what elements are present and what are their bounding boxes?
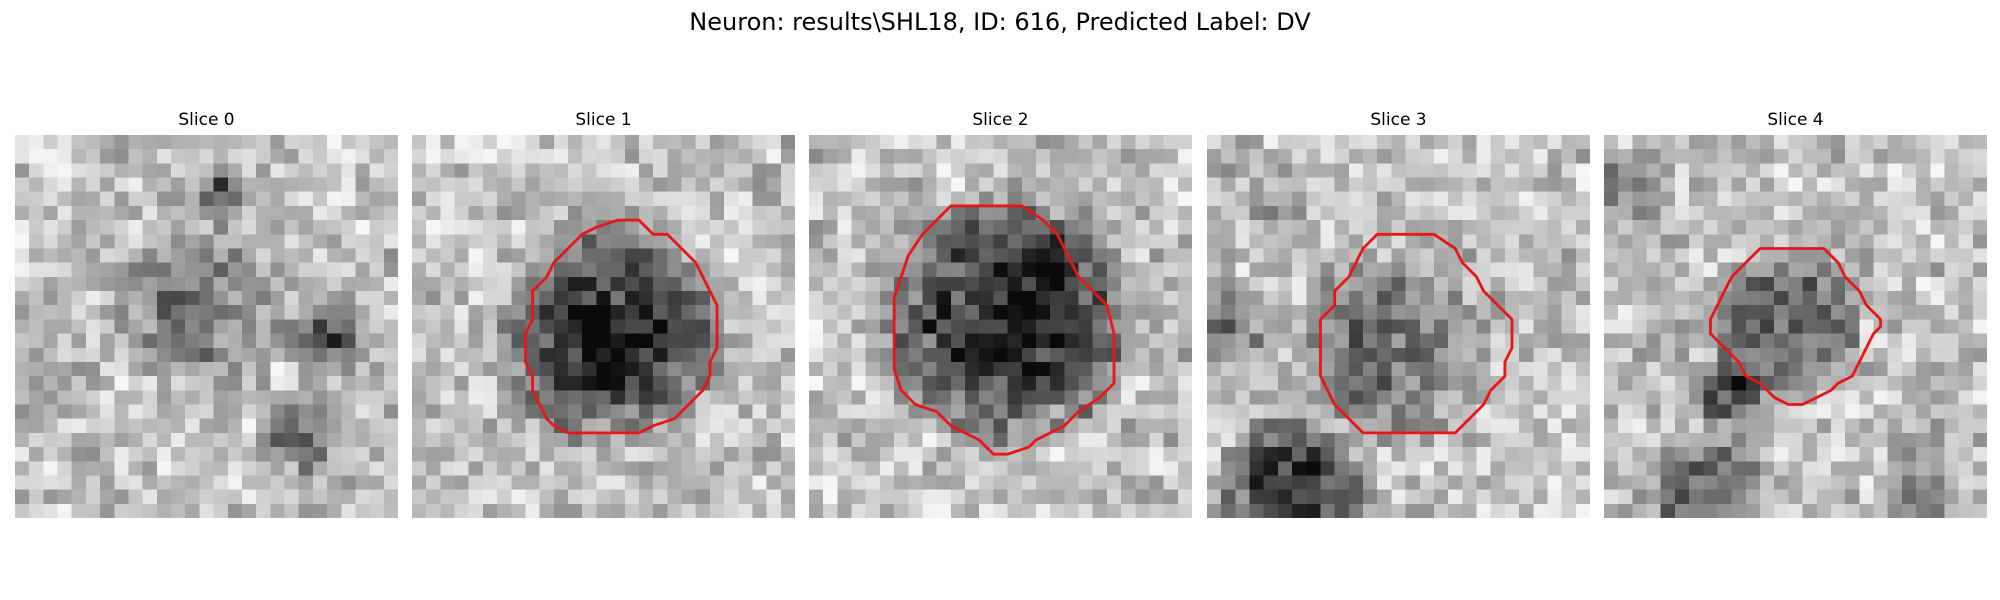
slice-1-title: Slice 1 <box>575 110 632 130</box>
slice-3-contour <box>1319 232 1514 435</box>
slice-3-image <box>1207 135 1590 518</box>
figure-title: Neuron: results\SHL18, ID: 616, Predicte… <box>689 8 1311 36</box>
slice-4-image <box>1604 135 1987 518</box>
slice-2-contour <box>892 204 1116 456</box>
slice-4-title: Slice 4 <box>1767 110 1824 130</box>
slice-3-title: Slice 3 <box>1370 110 1427 130</box>
slice-2-title: Slice 2 <box>972 110 1029 130</box>
slice-0-image <box>15 135 398 518</box>
slice-1-image <box>412 135 795 518</box>
slice-0-title: Slice 0 <box>178 110 235 130</box>
slice-1-contour <box>524 218 719 435</box>
slice-4-contour <box>1708 247 1883 406</box>
slice-2-image <box>809 135 1192 518</box>
